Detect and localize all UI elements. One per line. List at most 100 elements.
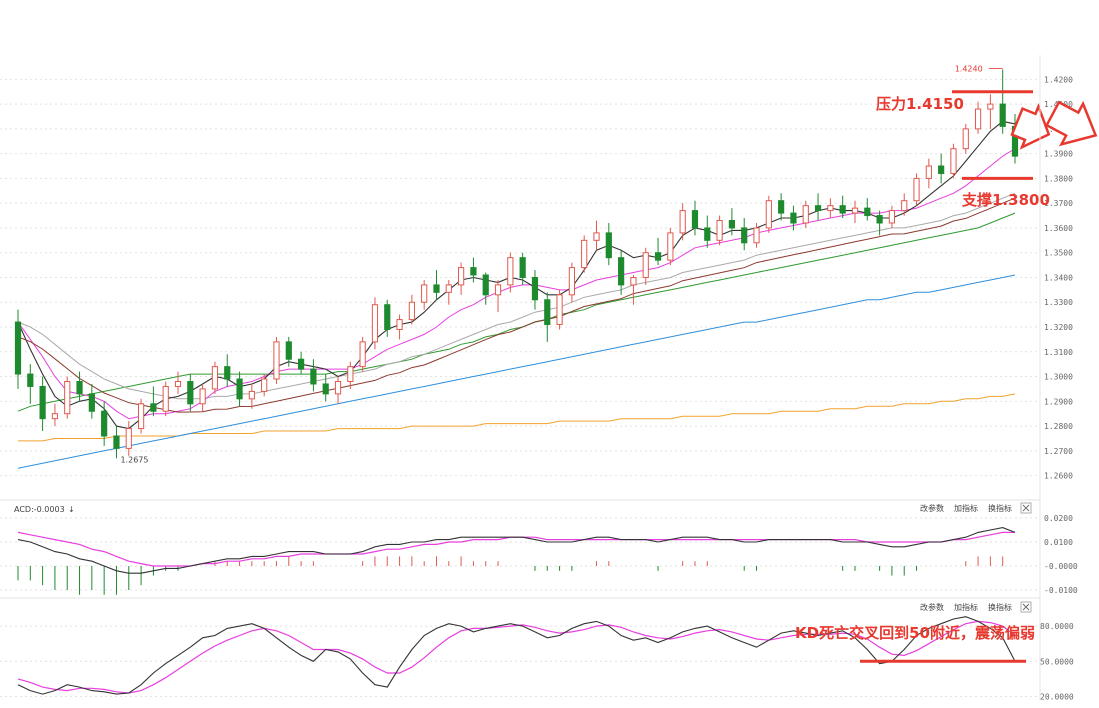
candle-body	[236, 378, 243, 400]
candle-body	[728, 220, 736, 229]
price-tick-label: 1.3200	[1044, 323, 1073, 332]
kd-tick-label: 50.0000	[1040, 657, 1074, 666]
candle-body	[211, 366, 219, 390]
macd-add-indicator-button[interactable]: 加指标	[954, 503, 978, 513]
candle-body	[51, 413, 59, 420]
kd-tick-label: 80.0000	[1040, 622, 1074, 631]
candle-body	[778, 200, 785, 214]
price-tick-label: 1.3700	[1044, 199, 1073, 208]
candle-body	[593, 232, 600, 241]
kd-lines	[17, 616, 1016, 695]
price-tick-label: 1.3300	[1044, 298, 1073, 307]
price-tick-label: 1.3400	[1044, 273, 1073, 282]
candle-body	[359, 341, 366, 368]
moving-average-lines	[17, 120, 1016, 469]
candle-body	[396, 319, 403, 330]
price-tick-label: 1.4200	[1044, 75, 1073, 84]
macd-axis-ticks: 0.0200 0.0100 -0.0000 -0.0100	[1044, 514, 1078, 595]
macd-dif-line	[17, 527, 1016, 574]
candle-body	[458, 267, 465, 286]
ma-brown-line	[17, 197, 1016, 413]
candle-body	[802, 205, 809, 224]
kd-close-icon[interactable]	[1020, 601, 1032, 613]
candle-body	[925, 165, 932, 179]
macd-lines	[17, 527, 1016, 574]
candle-body	[199, 388, 206, 405]
kd-k-line	[17, 616, 1016, 695]
candle-body	[741, 227, 748, 244]
macd-header: ACD:-0.0003	[14, 505, 65, 514]
candle-body	[704, 227, 711, 241]
candle-body	[101, 410, 108, 437]
candle-body	[162, 385, 169, 412]
candle-body	[39, 385, 46, 420]
ma20-line	[17, 192, 1016, 400]
kd-switch-indicator-button[interactable]: 换指标	[988, 602, 1012, 612]
candle-body	[938, 165, 945, 174]
kd-add-indicator-button[interactable]: 加指标	[954, 602, 978, 612]
ma120-line	[17, 274, 1016, 469]
down-arrow-icon	[1045, 100, 1098, 147]
candle-body	[310, 368, 317, 385]
candle-body	[630, 276, 637, 286]
price-tick-label: 1.2600	[1044, 472, 1073, 481]
resistance-annotation: 压力1.4150	[876, 95, 964, 113]
candle-body	[371, 304, 379, 343]
candle-body	[408, 301, 415, 321]
macd-grid	[0, 517, 1040, 591]
candle-body	[876, 215, 883, 224]
candle-body	[618, 257, 625, 286]
macd-tick-label: -0.0100	[1044, 586, 1078, 595]
candle-body	[667, 232, 674, 261]
candle-body	[962, 128, 969, 150]
kd-change-params-button[interactable]: 改参数	[920, 602, 944, 612]
candle-body	[913, 177, 920, 202]
candle-body	[987, 103, 994, 110]
candle-body	[285, 341, 292, 360]
macd-histogram	[17, 556, 1004, 595]
candle-body	[347, 366, 354, 382]
candle-body	[64, 381, 71, 415]
candle-body	[322, 383, 329, 395]
ma60-line	[17, 212, 1016, 412]
price-tick-label: 1.2900	[1044, 397, 1073, 406]
candle-body	[507, 257, 514, 286]
macd-tick-label: 0.0200	[1044, 514, 1073, 523]
candle-body	[187, 381, 194, 405]
price-tick-label: 1.3000	[1044, 373, 1073, 382]
candle-body	[531, 276, 539, 301]
candle-body	[248, 390, 255, 400]
macd-switch-indicator-button[interactable]: 换指标	[988, 503, 1012, 513]
candle-body	[765, 200, 772, 229]
candle-body	[224, 366, 231, 380]
candle-body	[297, 358, 305, 370]
candle-body	[14, 321, 22, 375]
candle-body	[999, 103, 1006, 127]
candle-body	[544, 299, 551, 326]
candle-body	[150, 403, 157, 412]
candle-body	[433, 284, 440, 293]
kd-tick-label: 20.0000	[1040, 692, 1074, 701]
candle-body	[827, 205, 834, 212]
candle-body	[642, 252, 649, 278]
candle-body	[445, 284, 452, 293]
macd-tick-label: -0.0000	[1044, 562, 1078, 571]
ma5-line	[17, 120, 1016, 430]
candle-body	[790, 212, 797, 224]
candle-body	[384, 304, 391, 330]
candle-body	[113, 435, 120, 449]
macd-header-arrow-icon: ↓	[68, 505, 75, 514]
candle-body	[605, 232, 612, 259]
candle-body	[27, 373, 34, 387]
ma10-line	[17, 148, 1016, 420]
candle-body	[814, 205, 822, 212]
candle-body	[851, 207, 859, 214]
price-tick-label: 1.3100	[1044, 348, 1073, 357]
macd-change-params-button[interactable]: 改参数	[920, 503, 944, 513]
macd-close-icon[interactable]	[1020, 502, 1032, 514]
candle-body	[974, 108, 982, 130]
candle-body	[864, 207, 871, 217]
candle-body	[950, 148, 957, 174]
kd-annotation: KD死亡交叉回到50附近，震荡偏弱	[795, 624, 1035, 642]
